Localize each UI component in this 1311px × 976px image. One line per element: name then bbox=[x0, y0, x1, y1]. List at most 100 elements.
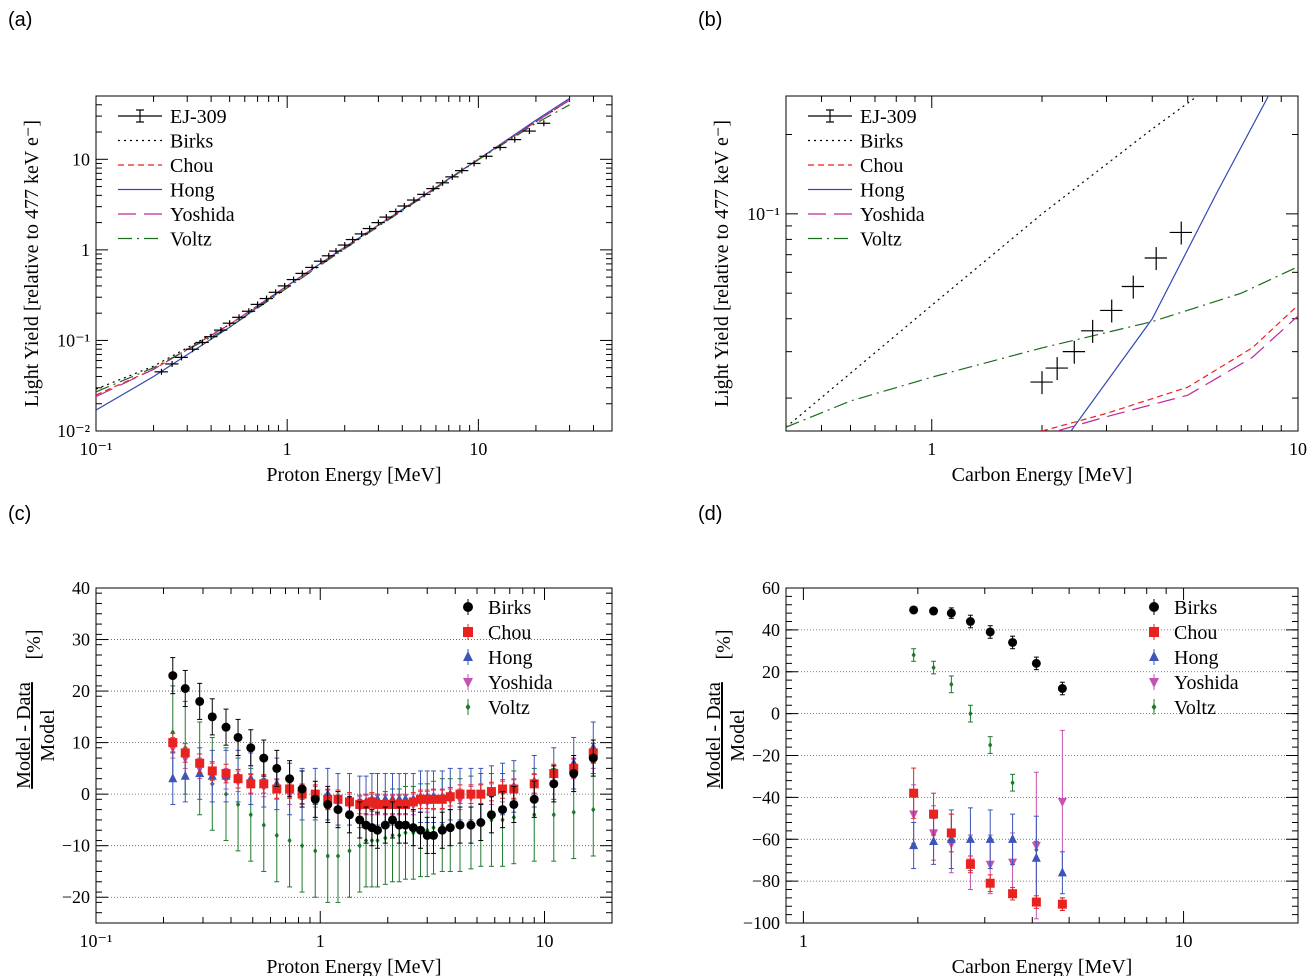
x-tick-label: 1 bbox=[799, 931, 808, 951]
point-birks bbox=[429, 830, 439, 840]
y-tick-label: 30 bbox=[72, 630, 90, 650]
point-hong bbox=[929, 835, 939, 845]
point-birks bbox=[355, 815, 365, 825]
x-tick-label: 10 bbox=[469, 439, 487, 459]
point-birks bbox=[965, 617, 975, 626]
point-voltz bbox=[274, 832, 279, 839]
point-chou bbox=[466, 789, 476, 799]
point-voltz bbox=[591, 806, 596, 813]
y-tick-label: −80 bbox=[752, 871, 780, 891]
point-birks bbox=[272, 763, 282, 773]
point-voltz bbox=[325, 853, 330, 859]
point-birks bbox=[195, 696, 205, 706]
y-tick-label: 10⁻² bbox=[57, 421, 90, 441]
point-hong bbox=[965, 833, 975, 843]
point-hong bbox=[1031, 852, 1041, 862]
y-tick-label: −60 bbox=[752, 829, 780, 849]
x-tick-label: 10⁻¹ bbox=[80, 931, 113, 951]
legend-label-yoshida: Yoshida bbox=[860, 204, 925, 226]
point-birks bbox=[394, 820, 404, 830]
x-tick-label: 1 bbox=[316, 931, 325, 951]
point-birks bbox=[416, 825, 426, 835]
point-chou bbox=[168, 738, 178, 748]
y-axis-title: Model - Data Model [%] bbox=[703, 630, 749, 789]
chart-panel-d: 1 10 −100 −80 −60 −40 −20 0 20 40 60 Carbon Energy … bbox=[703, 578, 1299, 976]
series-line-voltz bbox=[96, 104, 570, 393]
series-line-yoshida bbox=[96, 99, 570, 398]
point-chou bbox=[985, 878, 995, 888]
point-birks bbox=[323, 799, 333, 809]
point-birks bbox=[985, 627, 995, 637]
point-voltz bbox=[988, 742, 993, 749]
point-birks bbox=[529, 794, 539, 804]
series-line-hong bbox=[1070, 96, 1269, 431]
point-voltz bbox=[261, 822, 266, 829]
y-tick-label: −100 bbox=[743, 913, 780, 933]
plot-area bbox=[168, 657, 598, 903]
series-line-hong bbox=[96, 97, 570, 411]
point-chou bbox=[1008, 889, 1018, 899]
series-line-birks bbox=[96, 99, 570, 390]
point-birks bbox=[408, 823, 418, 833]
point-birks bbox=[476, 818, 486, 827]
point-birks bbox=[380, 820, 390, 830]
point-chou bbox=[416, 794, 426, 804]
point-voltz bbox=[931, 664, 936, 671]
point-chou bbox=[367, 797, 377, 807]
point-birks bbox=[498, 805, 508, 815]
y-tick-label: 40 bbox=[762, 620, 780, 640]
y-tick-label: 10 bbox=[72, 149, 90, 169]
legend-label-ej309: EJ-309 bbox=[860, 106, 917, 128]
point-birks bbox=[344, 810, 354, 820]
plot-area bbox=[96, 97, 570, 411]
legend-label-yoshida: Yoshida bbox=[488, 672, 553, 694]
legend-label-chou: Chou bbox=[170, 155, 213, 177]
y-tick-label: 20 bbox=[72, 681, 90, 701]
point-hong bbox=[168, 773, 178, 783]
x-tick-label: 10 bbox=[1175, 931, 1193, 951]
point-chou bbox=[221, 769, 231, 779]
plot-frame bbox=[95, 587, 613, 924]
point-chou bbox=[233, 774, 243, 784]
series-line-chou bbox=[96, 99, 570, 396]
point-birks bbox=[221, 722, 231, 732]
point-birks bbox=[549, 779, 559, 789]
legend-label-birks: Birks bbox=[170, 131, 214, 153]
legend-label-birks: Birks bbox=[860, 131, 904, 153]
y-axis-title: Light Yield [relative to 477 keV e⁻] bbox=[711, 120, 733, 407]
point-birks bbox=[310, 794, 320, 804]
point-voltz bbox=[911, 652, 916, 658]
legend-label-hong: Hong bbox=[170, 180, 214, 202]
point-birks bbox=[588, 753, 598, 763]
point-birks bbox=[486, 810, 496, 820]
point-birks bbox=[422, 830, 432, 840]
series-line-chou bbox=[1041, 304, 1298, 431]
point-birks bbox=[246, 743, 256, 753]
chart-panel-c: 10⁻¹ 1 10 −20 −10 0 10 20 30 40 Proton Energy [MeV… bbox=[13, 578, 613, 976]
point-birks bbox=[437, 825, 447, 835]
point-chou bbox=[246, 779, 256, 789]
y-tick-label: −20 bbox=[752, 746, 780, 766]
point-chou bbox=[272, 784, 282, 794]
y-tick-label: 60 bbox=[762, 578, 780, 598]
legend-label-hong: Hong bbox=[488, 647, 532, 669]
y-tick-label: −20 bbox=[62, 887, 90, 907]
point-chou bbox=[965, 859, 975, 869]
y-tick-label: 1 bbox=[81, 240, 90, 260]
point-chou bbox=[498, 784, 508, 794]
point-birks bbox=[297, 784, 307, 794]
legend-label-hong: Hong bbox=[1174, 647, 1218, 669]
x-axis-title: Proton Energy [MeV] bbox=[266, 464, 441, 486]
x-axis-title: Proton Energy [MeV] bbox=[266, 956, 441, 976]
legend-label-yoshida: Yoshida bbox=[170, 204, 235, 226]
point-birks bbox=[1031, 658, 1041, 668]
point-voltz bbox=[551, 811, 556, 818]
point-birks bbox=[180, 684, 190, 693]
plot-area bbox=[909, 605, 1067, 920]
point-chou bbox=[445, 792, 455, 802]
y-tick-label: 10 bbox=[72, 733, 90, 753]
legend: Birks Chou Hong Yoshida Voltz bbox=[463, 597, 553, 719]
